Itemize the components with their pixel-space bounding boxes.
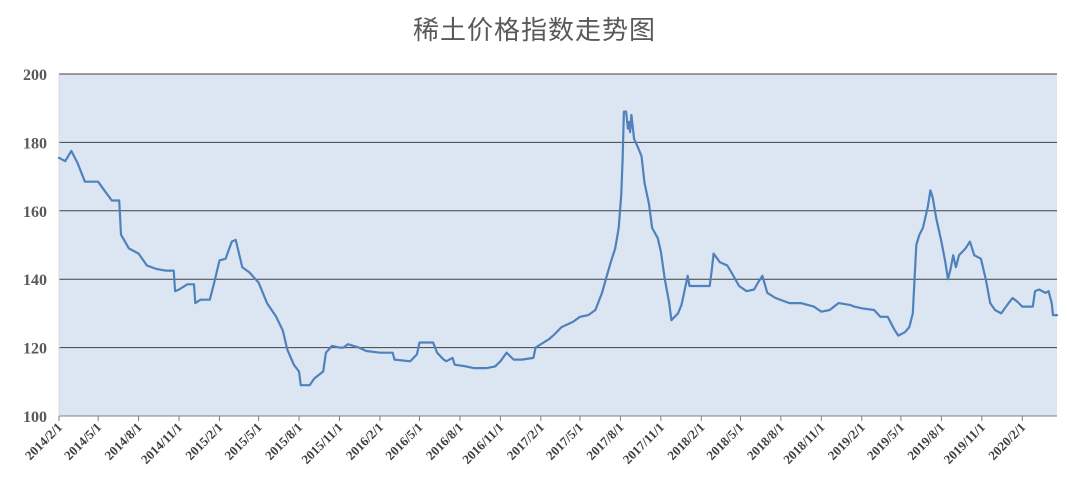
x-tick-label: 2015/5/1 [221, 420, 264, 463]
y-tick-labels: 100 120 140 160 180 200 [23, 67, 47, 426]
series-line-0 [57, 110, 1059, 387]
x-tick-label: 2018/11/1 [780, 420, 827, 467]
x-tick-label: 2014/11/1 [138, 420, 185, 467]
x-tick-label: 2016/11/1 [459, 420, 506, 467]
x-tick-labels: 2014/2/12014/5/12014/8/12014/11/12015/2/… [22, 416, 1028, 467]
x-tick-label: 2017/11/1 [620, 420, 667, 467]
y-tick-label: 120 [23, 341, 47, 358]
x-tick-label: 2020/2/1 [985, 420, 1028, 463]
x-tick-label: 2019/11/1 [941, 420, 988, 467]
x-tick-label: 2019/5/1 [864, 420, 907, 463]
x-tick-label: 2018/5/1 [703, 420, 746, 463]
x-tick-label: 2017/2/1 [504, 420, 547, 463]
x-tick-label: 2018/2/1 [664, 420, 707, 463]
x-tick-label: 2014/2/1 [22, 420, 65, 463]
y-tick-label: 200 [23, 67, 47, 84]
y-tick-label: 140 [23, 272, 47, 289]
x-tick-label: 2015/11/1 [298, 420, 345, 467]
y-tick-label: 180 [23, 135, 47, 152]
y-tick-label: 100 [23, 409, 47, 426]
x-tick-label: 2014/5/1 [61, 420, 104, 463]
x-tick-label: 2016/5/1 [382, 420, 425, 463]
chart-title: 稀土价格指数走势图 [412, 16, 656, 46]
x-tick-label: 2019/2/1 [825, 420, 868, 463]
axes [58, 74, 1057, 417]
series-layer [57, 110, 1059, 387]
x-tick-label: 2015/2/1 [182, 420, 225, 463]
x-tick-label: 2017/5/1 [543, 420, 586, 463]
grid-lines [59, 73, 1057, 349]
plot-area [59, 74, 1057, 416]
y-tick-label: 160 [23, 204, 47, 221]
x-tick-label: 2016/2/1 [343, 420, 386, 463]
